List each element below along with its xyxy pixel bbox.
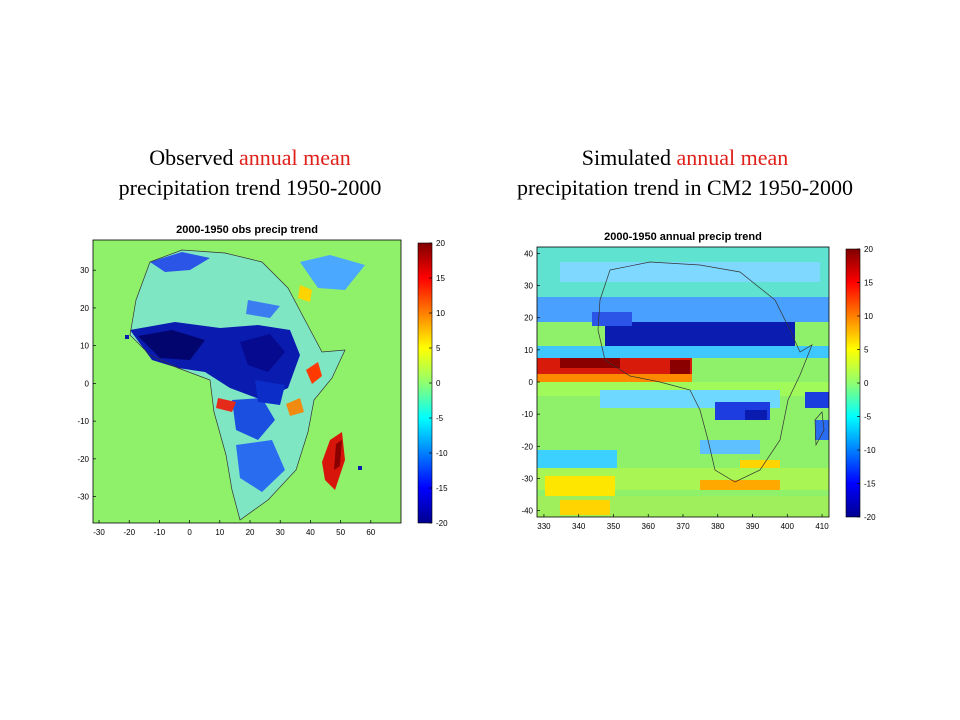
colorbar-tick-label: -20	[436, 519, 448, 528]
y-tick-label: 30	[524, 282, 533, 291]
colorbar-tick-label: 20	[436, 239, 445, 248]
y-tick-label: -30	[77, 493, 89, 502]
x-tick-label: 30	[276, 528, 285, 537]
left-colorbar-ticks: 20 15 10 5 0 -5 -10 -15 -20	[429, 239, 448, 528]
right-heatmap-fill	[537, 247, 829, 517]
colorbar-tick-label: 20	[864, 245, 873, 254]
x-tick-label: 410	[815, 522, 829, 531]
y-tick-label: -10	[77, 417, 89, 426]
x-tick-label: 50	[336, 528, 345, 537]
x-tick-label: -10	[154, 528, 166, 537]
right-caption-line2: precipitation trend in CM2 1950-2000	[516, 175, 854, 200]
y-tick-label: 20	[80, 304, 89, 313]
x-tick-label: 380	[711, 522, 725, 531]
x-tick-label: 370	[676, 522, 690, 531]
y-tick-label: 20	[524, 314, 533, 323]
colorbar-tick-label: 15	[436, 274, 445, 283]
left-axis-ticks: -30 -20 -10 0 10 20 30 40 50 60 30 20 10 0 -10 -20 -30	[77, 266, 375, 537]
left-plot-title: 2000-1950 obs precip trend	[176, 224, 318, 236]
right-axis-ticks: 330 340 350 360 370 380 390 400 410 40 30 20 10 0 -10 -…	[521, 249, 829, 531]
right-panel: 2000-1950 annual precip trend	[521, 231, 876, 531]
x-tick-label: 60	[366, 528, 375, 537]
x-tick-label: 330	[537, 522, 551, 531]
right-caption: Simulated annual mean precipitation tren…	[460, 143, 910, 203]
colorbar-tick-label: -5	[436, 414, 444, 423]
y-tick-label: 0	[85, 379, 90, 388]
colorbar-tick-label: 5	[864, 346, 869, 355]
x-tick-label: 390	[746, 522, 760, 531]
colorbar-tick-label: -10	[864, 446, 876, 455]
x-tick-label: 40	[306, 528, 315, 537]
colorbar-tick-label: 10	[436, 309, 445, 318]
colorbar-tick-label: -10	[436, 449, 448, 458]
right-caption-prefix: Simulated	[581, 145, 677, 170]
y-tick-label: -40	[521, 507, 533, 516]
x-tick-label: 350	[607, 522, 621, 531]
y-tick-label: -20	[77, 455, 89, 464]
left-caption-highlight: annual mean	[239, 145, 351, 170]
x-tick-label: 10	[215, 528, 224, 537]
coastline-model	[597, 261, 813, 483]
x-tick-label: 0	[187, 528, 192, 537]
y-tick-label: 10	[524, 346, 533, 355]
left-caption: Observed annual mean precipitation trend…	[40, 143, 460, 203]
colorbar-tick-label: 0	[864, 379, 869, 388]
left-caption-prefix: Observed	[149, 145, 239, 170]
x-tick-label: -20	[123, 528, 135, 537]
y-tick-label: 10	[80, 342, 89, 351]
colorbar-tick-label: 15	[864, 279, 873, 288]
colorbar-tick-label: -15	[436, 484, 448, 493]
coastline-obs	[129, 249, 346, 521]
left-heatmap-fill	[125, 249, 365, 521]
y-tick-label: -20	[521, 442, 533, 451]
colorbar-tick-label: -5	[864, 413, 872, 422]
colorbar-tick-label: 0	[436, 379, 441, 388]
x-tick-label: 400	[781, 522, 795, 531]
right-colorbar-ticks: 20 15 10 5 0 -5 -10 -15 -20	[857, 245, 876, 522]
left-panel: 2000-1950 obs precip trend	[77, 224, 448, 537]
y-tick-label: -30	[521, 474, 533, 483]
colorbar-tick-label: -15	[864, 480, 876, 489]
y-tick-label: -10	[521, 410, 533, 419]
x-tick-label: 360	[642, 522, 656, 531]
right-plot-title: 2000-1950 annual precip trend	[604, 231, 762, 243]
right-caption-highlight: annual mean	[676, 145, 789, 170]
y-tick-label: 40	[524, 249, 533, 258]
model-blue-band	[605, 322, 795, 346]
x-tick-label: -30	[93, 528, 105, 537]
x-tick-label: 340	[572, 522, 586, 531]
y-tick-label: 0	[529, 378, 534, 387]
colorbar-tick-label: -20	[864, 513, 876, 522]
colorbar-tick-label: 10	[864, 312, 873, 321]
x-tick-label: 20	[246, 528, 255, 537]
colorbar-tick-label: 5	[436, 344, 441, 353]
y-tick-label: 30	[80, 266, 89, 275]
left-caption-line2: precipitation trend 1950-2000	[118, 175, 382, 200]
